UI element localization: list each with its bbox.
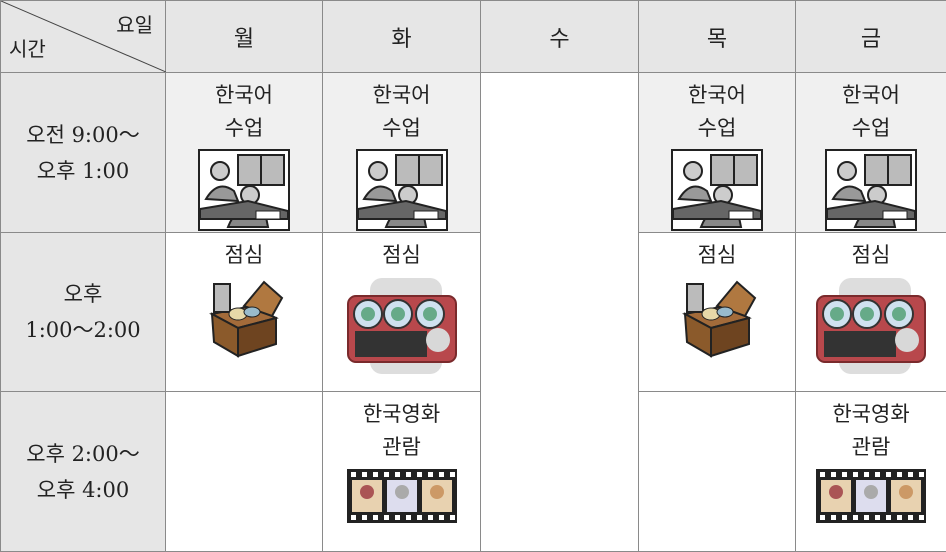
text-line: 한국영화 <box>796 398 946 431</box>
time-cell: 오전 9:00～오후 1:00 <box>1 73 166 233</box>
text-line: 점심 <box>796 239 946 272</box>
text-line: 관람 <box>323 431 480 464</box>
day: 화 <box>323 1 481 73</box>
empty-day <box>481 73 639 552</box>
empty-cell <box>166 392 323 552</box>
cell: 점심 <box>323 233 481 392</box>
text-line: 한국어 <box>639 79 795 112</box>
time-line: 오후 1:00 <box>1 153 165 189</box>
bento-icon <box>346 276 458 376</box>
time-line: 오전 9:00～ <box>1 117 165 153</box>
text-line: 점심 <box>166 239 322 272</box>
day: 금 <box>796 1 946 73</box>
time-line: 오후 <box>1 276 165 312</box>
class-icon <box>356 149 448 231</box>
film-icon <box>346 468 458 524</box>
time-line: 오후 4:00 <box>1 472 165 508</box>
time-cell: 오후 2:00～오후 4:00 <box>1 392 166 552</box>
class-icon <box>825 149 917 231</box>
text-line: 한국어 <box>796 79 946 112</box>
corner-bottom: 시간 <box>9 33 46 62</box>
text-line: 관람 <box>796 431 946 464</box>
lunchbox-icon <box>204 276 284 358</box>
text-line: 한국어 <box>323 79 480 112</box>
cell: 점심 <box>639 233 796 392</box>
text-line: 수업 <box>323 112 480 145</box>
text-line: 점심 <box>323 239 480 272</box>
cell: 점심 <box>796 233 946 392</box>
corner-top: 요일 <box>116 9 153 38</box>
header-row: 요일 시간 월 화 수 목 금 <box>1 1 946 73</box>
bento-icon <box>815 276 927 376</box>
text-line: 한국어 <box>166 79 322 112</box>
day: 목 <box>639 1 796 73</box>
empty-cell <box>639 392 796 552</box>
time-line: 오후 2:00～ <box>1 436 165 472</box>
film-icon <box>815 468 927 524</box>
text-line: 점심 <box>639 239 795 272</box>
corner-cell: 요일 시간 <box>1 1 166 73</box>
cell: 점심 <box>166 233 323 392</box>
text-line: 수업 <box>796 112 946 145</box>
day: 월 <box>166 1 323 73</box>
text-line: 한국영화 <box>323 398 480 431</box>
time-line: 1:00～2:00 <box>1 312 165 348</box>
class-icon <box>198 149 290 231</box>
text-line: 수업 <box>166 112 322 145</box>
text-line: 수업 <box>639 112 795 145</box>
class-icon <box>671 149 763 231</box>
lunchbox-icon <box>677 276 757 358</box>
day: 수 <box>481 1 639 73</box>
